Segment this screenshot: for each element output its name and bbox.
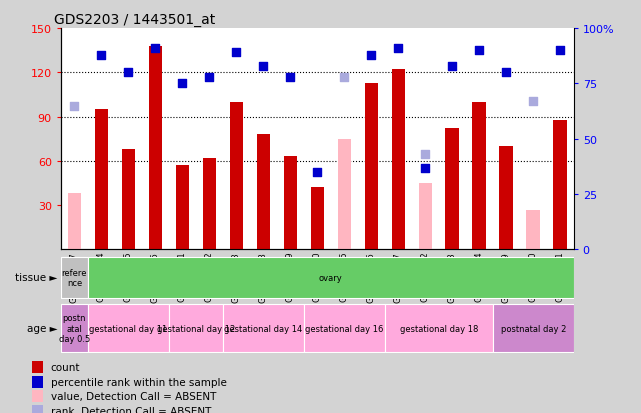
Point xyxy=(231,50,242,57)
Bar xyxy=(304,304,385,352)
Bar xyxy=(338,139,351,250)
Bar xyxy=(526,210,540,250)
Bar xyxy=(32,390,43,402)
Point xyxy=(555,47,565,54)
Text: tissue ►: tissue ► xyxy=(15,273,58,283)
Point xyxy=(150,45,160,52)
Text: GDS2203 / 1443501_at: GDS2203 / 1443501_at xyxy=(54,13,216,27)
Point xyxy=(312,169,322,176)
Point xyxy=(393,45,403,52)
Bar xyxy=(95,110,108,250)
Text: gestational day 18: gestational day 18 xyxy=(399,324,478,333)
Bar xyxy=(229,102,243,250)
Text: refere
nce: refere nce xyxy=(62,268,87,287)
Text: postn
atal
day 0.5: postn atal day 0.5 xyxy=(59,313,90,343)
Point xyxy=(177,81,187,88)
Point xyxy=(96,52,106,59)
Bar xyxy=(68,194,81,250)
Bar xyxy=(445,129,459,250)
Text: age ►: age ► xyxy=(27,323,58,333)
Text: postnatal day 2: postnatal day 2 xyxy=(501,324,566,333)
Text: rank, Detection Call = ABSENT: rank, Detection Call = ABSENT xyxy=(51,406,211,413)
Point xyxy=(447,63,458,70)
Point xyxy=(420,165,430,171)
Bar xyxy=(176,166,189,250)
Bar xyxy=(223,304,304,352)
Bar xyxy=(256,135,270,250)
Bar xyxy=(122,150,135,250)
Bar xyxy=(385,304,493,352)
Bar xyxy=(61,304,88,352)
Text: ovary: ovary xyxy=(319,273,343,282)
Point xyxy=(285,74,296,81)
Text: gestational day 11: gestational day 11 xyxy=(89,324,167,333)
Bar xyxy=(493,304,574,352)
Text: value, Detection Call = ABSENT: value, Detection Call = ABSENT xyxy=(51,391,216,401)
Bar xyxy=(553,120,567,250)
Point xyxy=(501,70,512,76)
Bar xyxy=(32,361,43,373)
Bar xyxy=(32,405,43,413)
Bar xyxy=(419,183,432,250)
Text: count: count xyxy=(51,362,80,372)
Bar xyxy=(203,159,216,250)
Bar xyxy=(88,304,169,352)
Text: gestational day 14: gestational day 14 xyxy=(224,324,303,333)
Text: gestational day 12: gestational day 12 xyxy=(156,324,235,333)
Point xyxy=(366,52,376,59)
Point xyxy=(258,63,269,70)
Bar xyxy=(472,102,486,250)
Text: percentile rank within the sample: percentile rank within the sample xyxy=(51,377,227,387)
Point xyxy=(339,74,349,81)
Bar xyxy=(169,304,223,352)
Bar xyxy=(499,147,513,250)
Bar xyxy=(149,47,162,250)
Point xyxy=(474,47,485,54)
Point xyxy=(528,99,538,105)
Bar xyxy=(61,257,88,299)
Point xyxy=(69,103,79,109)
Point xyxy=(420,152,430,158)
Point xyxy=(204,74,215,81)
Text: gestational day 16: gestational day 16 xyxy=(305,324,383,333)
Bar xyxy=(392,70,405,250)
Bar xyxy=(310,188,324,250)
Point xyxy=(123,70,133,76)
Bar xyxy=(32,376,43,388)
Bar xyxy=(283,157,297,250)
Bar xyxy=(365,83,378,250)
